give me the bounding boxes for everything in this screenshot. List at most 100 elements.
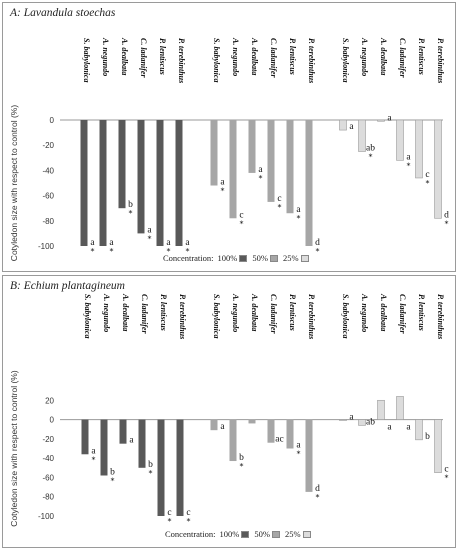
- significance-star: *: [149, 469, 153, 478]
- significance-letter: a: [129, 436, 134, 446]
- category-label: P. lentiscus: [417, 38, 426, 75]
- category-label: P. lentiscus: [159, 294, 168, 331]
- category-label: P. lentiscus: [288, 38, 297, 75]
- significance-letter: a: [90, 238, 95, 248]
- significance-letter: c: [239, 210, 243, 220]
- legend-swatch: [269, 254, 278, 262]
- category-label: P. terebinthus: [436, 294, 445, 339]
- significance-star: *: [187, 517, 191, 526]
- significance-star: *: [259, 174, 263, 183]
- significance-star: *: [91, 247, 95, 256]
- category-label: A. negundo: [231, 293, 240, 332]
- legend-swatch: [271, 530, 280, 538]
- significance-star: *: [221, 187, 225, 196]
- category-label: S. babylonica: [341, 294, 350, 338]
- legend-item-25: 25%: [285, 529, 311, 539]
- bar-100%: [80, 120, 88, 246]
- panel-species: Lavandula stoechas: [23, 7, 116, 19]
- bar-25%: [339, 119, 347, 131]
- significance-letter: c: [167, 508, 171, 518]
- significance-letter: a: [387, 423, 392, 433]
- significance-letter: a: [147, 225, 152, 235]
- significance-star: *: [110, 247, 114, 256]
- bar-25%: [358, 419, 366, 426]
- panel-b: B: Echium plantagineum Cotyledon size wi…: [2, 275, 456, 548]
- bar-25%: [377, 119, 385, 122]
- significance-letter: a: [109, 238, 114, 248]
- bar-25%: [415, 119, 423, 179]
- significance-star: *: [240, 462, 244, 471]
- panel-title: A: Lavandula stoechas: [10, 7, 115, 19]
- bar-25%: [415, 419, 423, 441]
- bar-50%: [267, 419, 275, 443]
- y-tick-label: -100: [38, 512, 55, 521]
- significance-star: *: [445, 474, 449, 483]
- significance-star: *: [167, 247, 171, 256]
- legend-swatch: [302, 530, 311, 538]
- significance-star: *: [111, 477, 115, 486]
- category-label: A. dealbata: [379, 37, 388, 75]
- category-label: P. terebinthus: [307, 38, 316, 83]
- significance-letter: b: [148, 460, 153, 470]
- significance-letter: ab: [366, 417, 375, 427]
- legend-item-100: 100%: [218, 253, 248, 263]
- significance-letter: b: [128, 200, 133, 210]
- significance-star: *: [445, 219, 449, 228]
- legend-swatch: [239, 254, 248, 262]
- bar-25%: [434, 119, 442, 219]
- category-label: A. dealbata: [121, 293, 130, 331]
- category-label: A. dealbata: [379, 293, 388, 331]
- significance-letter: a: [220, 178, 225, 188]
- category-label: P. lentiscus: [288, 294, 297, 331]
- panel-letter: A:: [10, 7, 21, 19]
- significance-star: *: [369, 153, 373, 162]
- category-label: S. babylonica: [83, 294, 92, 338]
- category-label: C. ladanifer: [139, 38, 148, 78]
- category-label: P. terebinthus: [178, 294, 187, 339]
- significance-letter: a: [166, 238, 171, 248]
- bar-100%: [100, 419, 108, 476]
- significance-letter: a: [296, 205, 301, 215]
- significance-letter: d: [315, 484, 320, 494]
- bar-50%: [229, 120, 237, 219]
- bar-100%: [176, 419, 184, 516]
- y-tick-label: 20: [45, 396, 54, 405]
- significance-star: *: [316, 247, 320, 256]
- significance-letter: b: [239, 453, 244, 463]
- significance-star: *: [426, 179, 430, 188]
- legend-item-50: 50%: [254, 529, 280, 539]
- significance-star: *: [278, 203, 282, 212]
- panel-title: B: Echium plantagineum: [10, 280, 125, 292]
- category-label: A. negundo: [101, 37, 110, 76]
- bar-100%: [156, 120, 164, 246]
- significance-letter: a: [387, 113, 392, 123]
- legend: Concentration: 100% 50% 25%: [163, 253, 314, 263]
- category-label: A. negundo: [231, 37, 240, 76]
- significance-letter: a: [91, 446, 96, 456]
- legend-item-50: 50%: [252, 253, 278, 263]
- bar-25%: [339, 419, 347, 421]
- significance-letter: a: [258, 165, 263, 175]
- significance-letter: c: [444, 465, 448, 475]
- category-label: A. negundo: [360, 293, 369, 332]
- significance-letter: ab: [366, 144, 375, 154]
- significance-letter: d: [315, 238, 320, 248]
- y-tick-label: -20: [42, 141, 54, 150]
- bar-25%: [358, 119, 366, 152]
- bar-50%: [305, 120, 313, 246]
- category-label: C. ladanifer: [269, 294, 278, 334]
- significance-letter: a: [296, 441, 301, 451]
- panel-a: A: Lavandula stoechas Cotyledon size wit…: [2, 2, 456, 272]
- y-tick-label: -80: [42, 493, 54, 502]
- legend-swatch: [300, 254, 309, 262]
- bar-25%: [396, 119, 404, 161]
- category-label: C. ladanifer: [269, 38, 278, 78]
- bar-100%: [81, 419, 89, 455]
- significance-star: *: [297, 214, 301, 223]
- bar-50%: [305, 419, 313, 492]
- bar-25%: [396, 396, 404, 420]
- category-label: P. terebinthus: [307, 294, 316, 339]
- panel-species: Echium plantagineum: [23, 280, 125, 292]
- bar-25%: [434, 419, 442, 473]
- bar-100%: [175, 120, 183, 246]
